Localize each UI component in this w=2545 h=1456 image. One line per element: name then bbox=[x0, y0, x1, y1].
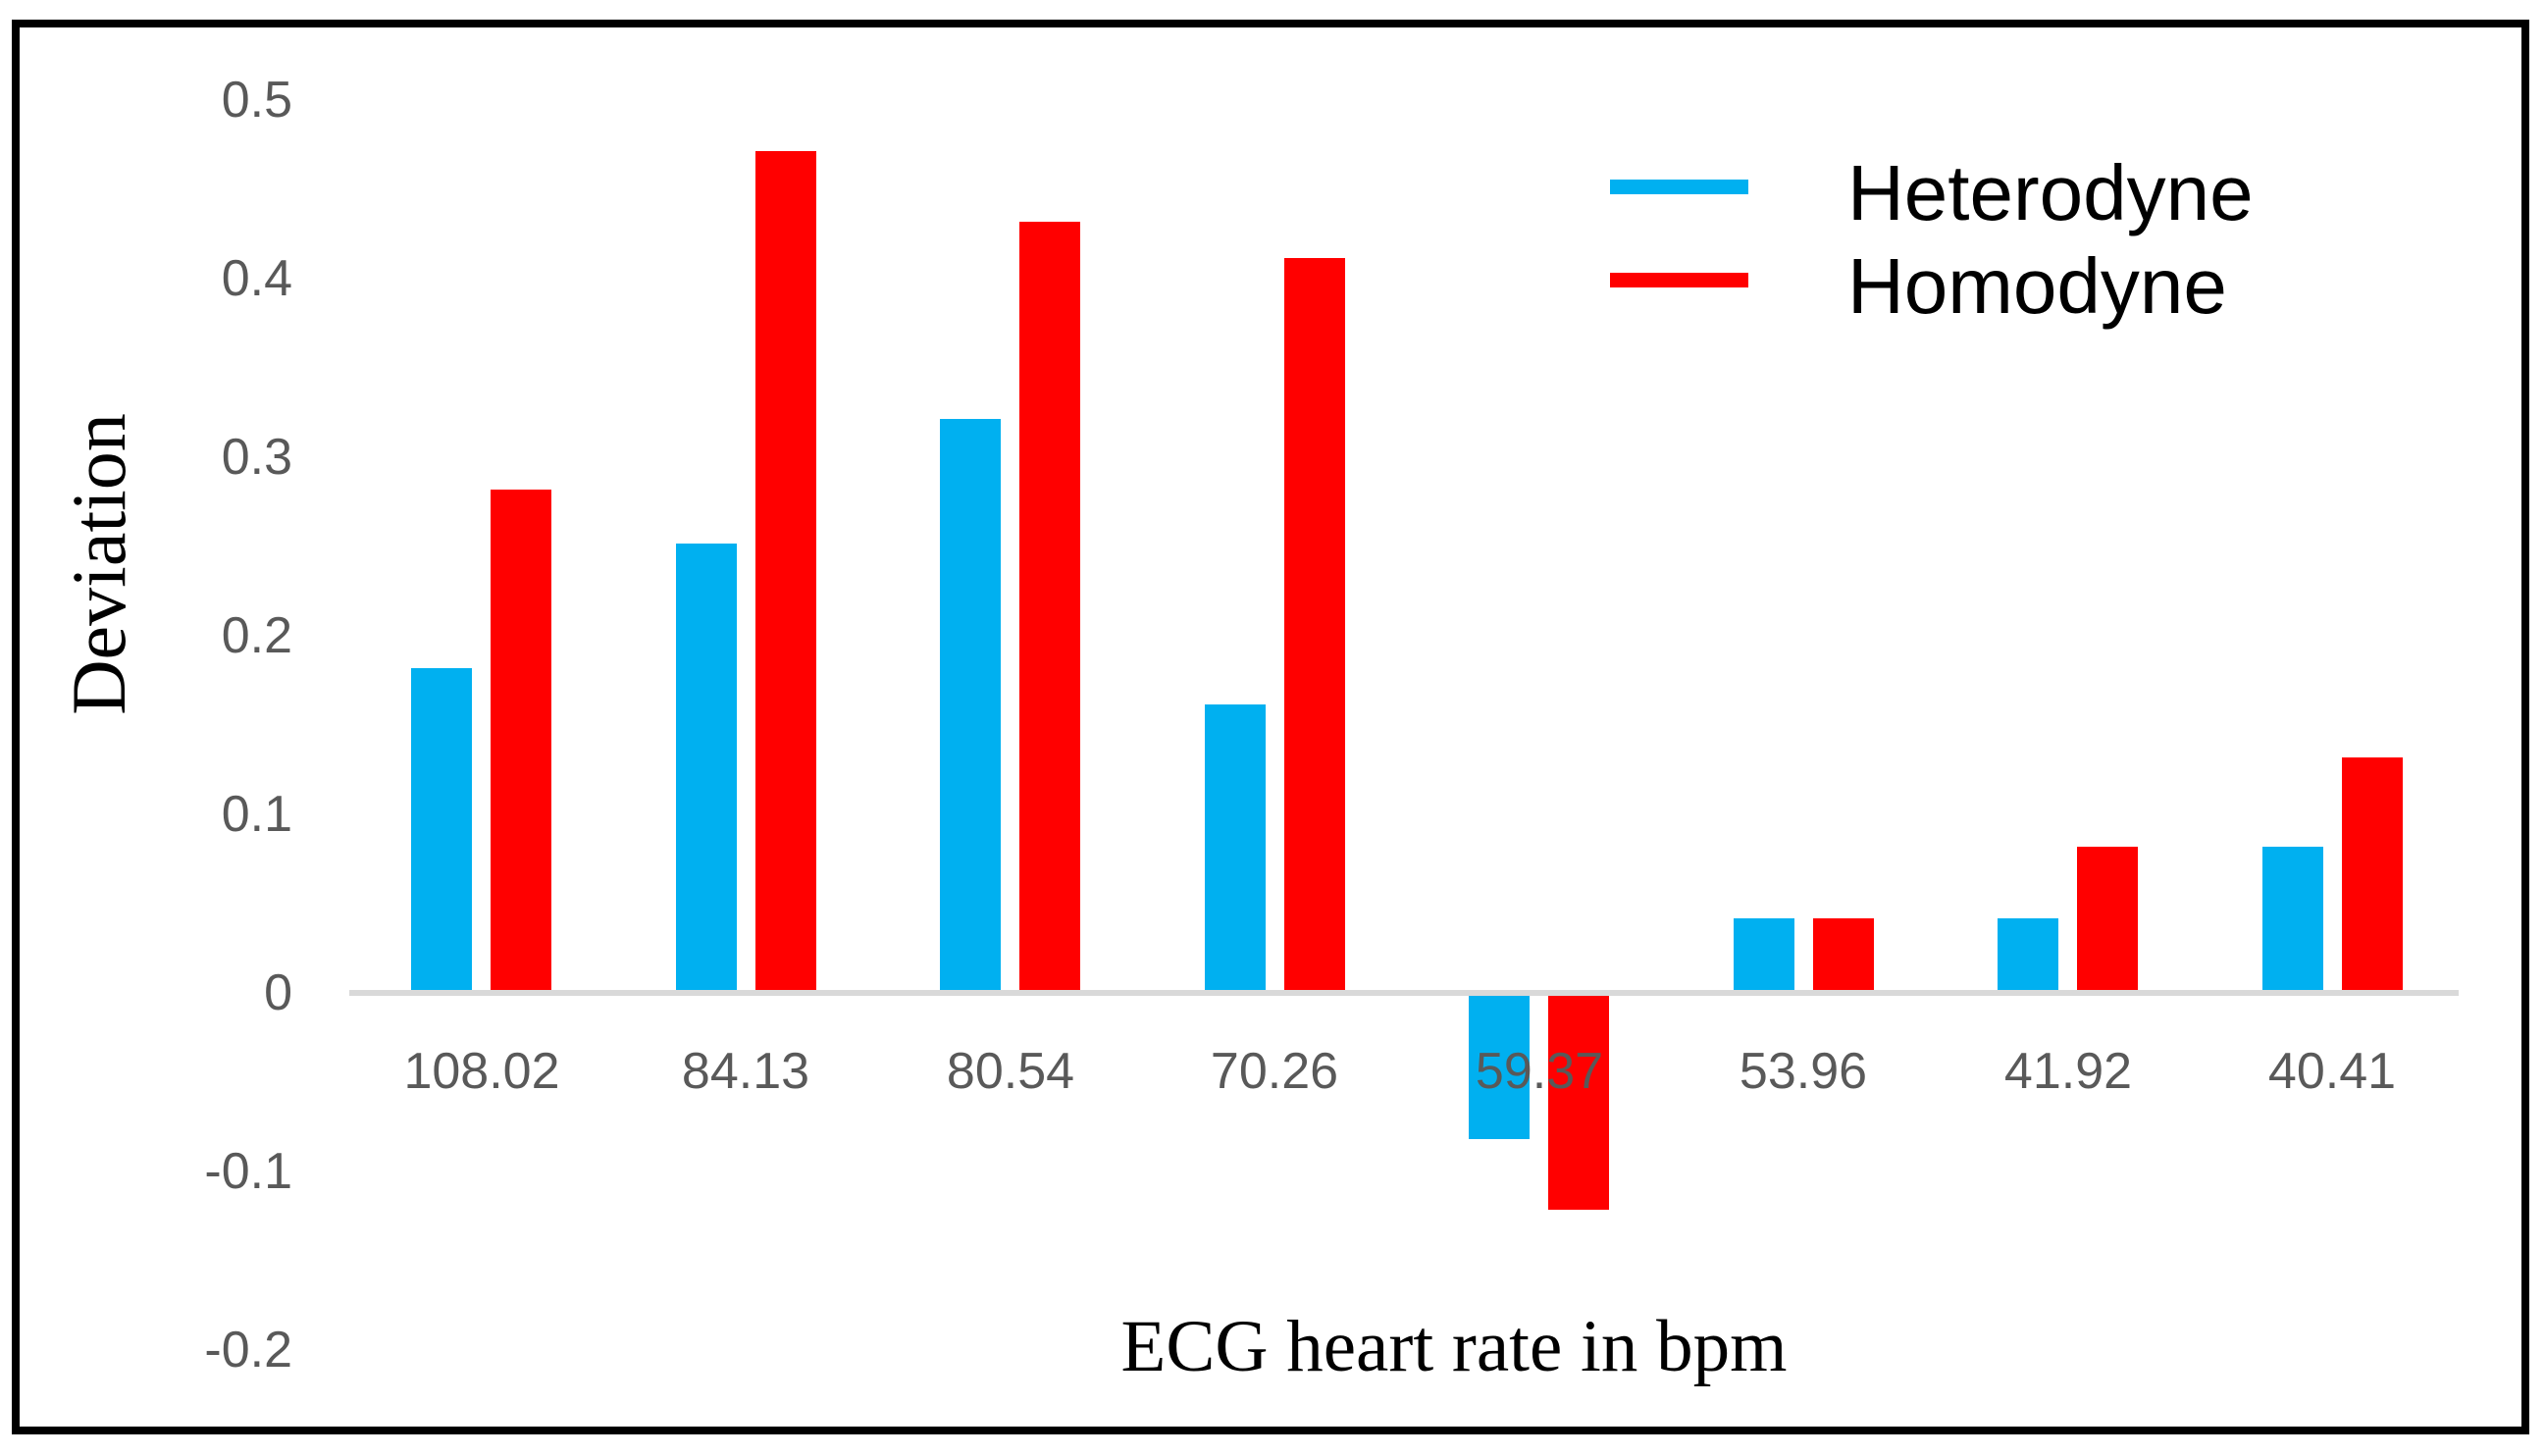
x-category-label-70.26: 70.26 bbox=[1210, 1043, 1339, 1100]
y-tick-label-0.2: 0.2 bbox=[221, 607, 292, 664]
x-category-label-84.13: 84.13 bbox=[681, 1043, 810, 1100]
x-category-label-59.37: 59.37 bbox=[1475, 1043, 1604, 1100]
bar-heterodyne-53.96 bbox=[1734, 918, 1794, 990]
y-tick-label-0.5: 0.5 bbox=[221, 72, 292, 129]
bar-heterodyne-108.02 bbox=[411, 668, 472, 990]
bar-homodyne-70.26 bbox=[1284, 258, 1345, 990]
bar-homodyne-80.54 bbox=[1019, 222, 1080, 990]
y-tick-label--0.2: -0.2 bbox=[204, 1322, 292, 1378]
bar-homodyne-108.02 bbox=[491, 490, 551, 990]
y-tick-label--0.1: -0.1 bbox=[204, 1143, 292, 1200]
x-category-label-80.54: 80.54 bbox=[946, 1043, 1075, 1100]
y-tick-label-0.3: 0.3 bbox=[221, 429, 292, 486]
x-category-label-53.96: 53.96 bbox=[1739, 1043, 1868, 1100]
bar-homodyne-84.13 bbox=[755, 151, 816, 990]
legend-swatch-homodyne bbox=[1610, 273, 1748, 287]
bar-heterodyne-40.41 bbox=[2262, 847, 2323, 990]
y-tick-label-0.4: 0.4 bbox=[221, 250, 292, 307]
legend-label-heterodyne: Heterodyne bbox=[1847, 149, 2254, 236]
x-axis-title: ECG heart rate in bpm bbox=[1120, 1306, 1788, 1387]
bar-heterodyne-59.37 bbox=[1469, 996, 1530, 1139]
y-tick-label-0: 0 bbox=[264, 964, 292, 1021]
x-category-label-108.02: 108.02 bbox=[403, 1043, 560, 1100]
y-axis-title: Deviation bbox=[56, 413, 141, 715]
bar-homodyne-59.37 bbox=[1548, 996, 1609, 1210]
bar-homodyne-53.96 bbox=[1813, 918, 1874, 990]
x-category-label-40.41: 40.41 bbox=[2267, 1043, 2397, 1100]
x-category-label-41.92: 41.92 bbox=[2003, 1043, 2133, 1100]
legend-label-homodyne: Homodyne bbox=[1847, 242, 2227, 330]
bar-homodyne-41.92 bbox=[2077, 847, 2138, 990]
bar-heterodyne-80.54 bbox=[940, 419, 1001, 990]
y-tick-label-0.1: 0.1 bbox=[221, 786, 292, 843]
bar-heterodyne-84.13 bbox=[676, 544, 737, 990]
bar-heterodyne-41.92 bbox=[1998, 918, 2058, 990]
bar-heterodyne-70.26 bbox=[1205, 704, 1266, 990]
x-axis-baseline bbox=[349, 990, 2459, 996]
legend-swatch-heterodyne bbox=[1610, 180, 1748, 194]
bar-homodyne-40.41 bbox=[2342, 757, 2403, 990]
